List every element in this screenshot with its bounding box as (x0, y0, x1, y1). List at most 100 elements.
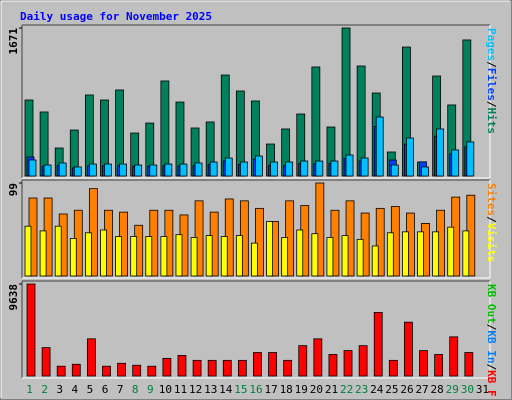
bar (54, 225, 62, 277)
bar (298, 345, 308, 377)
bar (315, 160, 324, 177)
bar (449, 336, 459, 377)
bar (373, 311, 383, 377)
x-tick-label: 17 (264, 383, 277, 396)
bar (194, 162, 203, 177)
bar (102, 365, 111, 377)
bar (311, 233, 319, 277)
bar (360, 157, 369, 177)
x-tick-label: 24 (370, 383, 384, 396)
bar (149, 164, 158, 177)
bar (132, 364, 142, 377)
legend-entry: Files (485, 68, 498, 101)
bar (464, 352, 474, 377)
x-tick-label: 26 (400, 383, 413, 396)
bar (253, 352, 262, 377)
bar (447, 226, 455, 277)
bar (73, 166, 82, 177)
bar (432, 231, 440, 277)
legend: Pages/Files/Hits (485, 28, 498, 134)
legend-entry: Visits (485, 223, 498, 263)
x-tick-label: 29 (446, 383, 459, 396)
bar (421, 166, 429, 177)
y-tick-label: 9638 (7, 284, 20, 311)
bar (311, 66, 321, 177)
legend-separator: / (485, 364, 498, 371)
x-tick-label: 9 (147, 383, 154, 396)
bar (315, 182, 325, 277)
bar (58, 162, 67, 177)
y-tick-label: 99 (7, 183, 20, 196)
bar (402, 231, 409, 277)
bar (255, 155, 263, 177)
bar (345, 154, 354, 177)
x-tick-label: 25 (385, 383, 398, 396)
y-tick-label: 1671 (7, 28, 20, 55)
bar (190, 237, 198, 277)
x-tick-label: 10 (159, 383, 172, 396)
x-tick-label: 19 (295, 383, 308, 396)
bar (160, 236, 168, 277)
bar (266, 221, 273, 277)
bar (251, 242, 258, 277)
bar (451, 149, 460, 177)
bar (358, 345, 368, 377)
bar (419, 350, 428, 377)
bar (86, 338, 96, 377)
bar (104, 163, 112, 177)
x-tick-label: 20 (310, 383, 323, 396)
bar (237, 359, 247, 377)
bar (71, 363, 81, 377)
bar (285, 161, 294, 177)
bar (313, 338, 323, 377)
bar (130, 236, 138, 277)
bar (330, 160, 339, 177)
legend-separator: / (485, 216, 498, 223)
x-tick-label: 30 (461, 383, 474, 396)
bar (404, 321, 413, 377)
bar (386, 232, 394, 277)
bar (436, 128, 445, 177)
x-tick-label: 15 (234, 383, 247, 396)
bar (343, 350, 353, 377)
bar (88, 163, 97, 177)
bar (115, 236, 122, 277)
legend-entry: Pages (485, 28, 498, 61)
bar (390, 164, 399, 177)
legend: KB Out/KB In/KB F (485, 284, 498, 397)
bar (434, 354, 444, 377)
bar (466, 141, 475, 177)
bar (341, 27, 351, 177)
bar (56, 365, 66, 377)
bar (160, 80, 170, 177)
bar (417, 231, 424, 277)
bar (341, 235, 349, 277)
bar (388, 359, 398, 377)
legend-separator: / (485, 101, 498, 108)
bar (205, 235, 213, 277)
bar (406, 137, 414, 177)
bar (119, 163, 127, 177)
x-tick-label: 3 (56, 383, 63, 396)
x-tick-label: 13 (204, 383, 217, 396)
bar (268, 352, 277, 377)
bar (162, 357, 172, 377)
bar (328, 354, 338, 377)
bar (235, 235, 243, 277)
bar (220, 236, 228, 277)
bar (255, 207, 264, 277)
x-tick-label: 31 (476, 383, 489, 396)
bar (43, 164, 52, 177)
bar (283, 359, 293, 377)
x-tick-label: 16 (249, 383, 262, 396)
bar (179, 163, 188, 177)
bar (41, 347, 51, 377)
bar (164, 163, 173, 177)
bar (209, 161, 218, 177)
x-tick-label: 5 (87, 383, 94, 396)
bar (371, 245, 379, 277)
x-tick-label: 27 (415, 383, 428, 396)
x-tick-label: 14 (219, 383, 233, 396)
bar (100, 229, 107, 277)
